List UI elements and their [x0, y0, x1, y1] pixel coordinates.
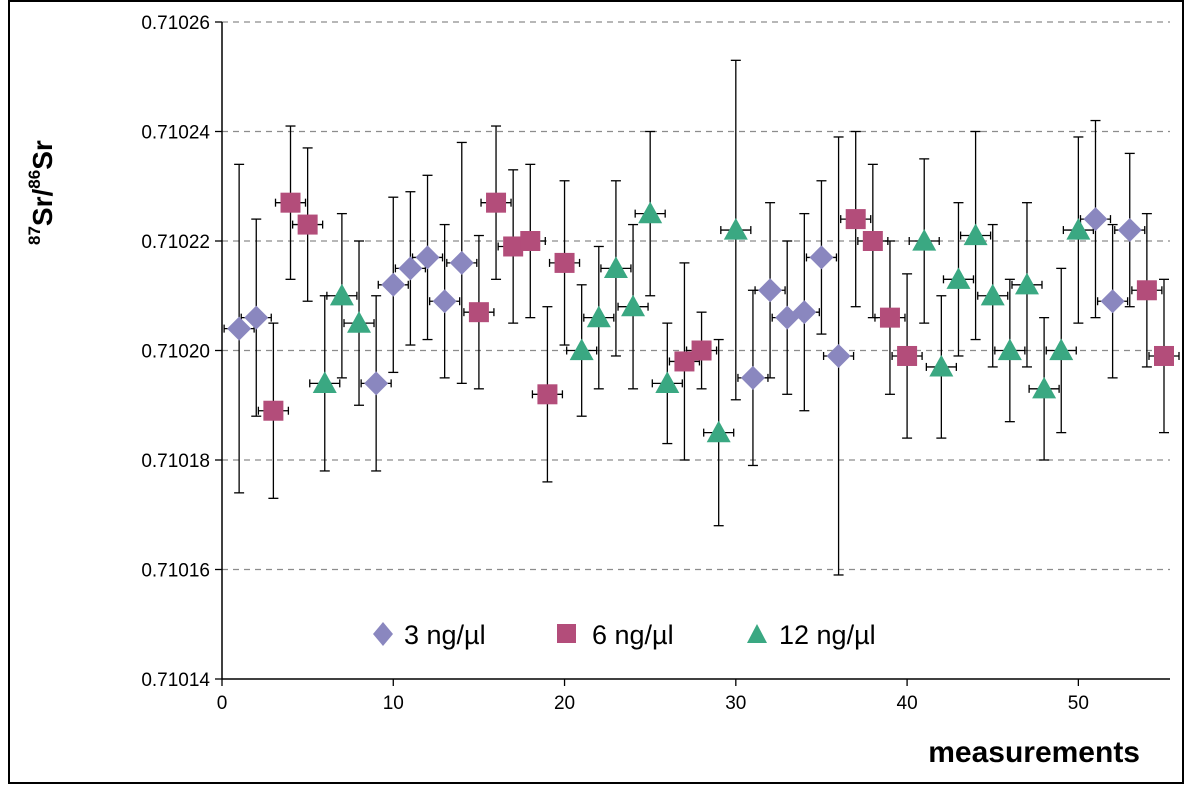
- x-tick-label: 20: [554, 693, 575, 714]
- data-point-diamond: [809, 245, 834, 270]
- y-tick-label: 0.71020: [141, 342, 210, 363]
- legend-marker-diamond: [373, 622, 393, 646]
- data-point-triangle: [312, 371, 337, 393]
- y-axis-title-sup2: 86: [25, 170, 44, 189]
- data-point-diamond: [1083, 207, 1108, 232]
- data-point-triangle: [929, 354, 954, 377]
- data-point-triangle: [946, 267, 971, 289]
- data-point-diamond: [398, 256, 423, 281]
- legend-marker-square: [557, 624, 576, 643]
- data-point-triangle: [1014, 272, 1039, 295]
- x-tick-label: 40: [897, 693, 918, 714]
- y-tick-labels: 0.71014 0.71016 0.71018 0.71020 0.71022 0.710…: [141, 13, 210, 691]
- data-point-square: [879, 307, 900, 328]
- data-point-triangle: [1066, 218, 1091, 240]
- data-point-square: [297, 214, 318, 235]
- data-point-triangle: [997, 338, 1022, 361]
- data-point-square: [1154, 345, 1174, 366]
- data-point-diamond: [740, 365, 765, 390]
- data-point-triangle: [621, 294, 646, 317]
- data-point-triangle: [706, 420, 731, 443]
- legend: 3 ng/µl 6 ng/µl 12 ng/µl: [373, 620, 876, 650]
- data-point-triangle: [347, 311, 372, 333]
- x-tick-label: 50: [1068, 693, 1089, 714]
- data-point-square: [503, 236, 524, 257]
- data-point-triangle: [329, 283, 354, 306]
- data-point-square: [862, 231, 883, 251]
- data-point-triangle: [912, 229, 937, 251]
- data-point-diamond: [364, 371, 389, 396]
- data-point-square: [1136, 280, 1157, 301]
- data-point-diamond: [792, 300, 817, 325]
- data-point-triangle: [963, 223, 988, 246]
- data-point-square: [691, 340, 712, 361]
- axes: [221, 22, 1170, 680]
- data-point-square: [520, 231, 541, 251]
- y-tick-label: 0.71024: [141, 123, 210, 144]
- data-point-diamond: [227, 316, 252, 341]
- data-point-square: [897, 345, 918, 366]
- legend-label-12ng: 12 ng/µl: [779, 620, 876, 650]
- chart-frame: [8, 0, 1184, 784]
- y-tick-label: 0.71014: [141, 670, 210, 691]
- y-tick-label: 0.71026: [141, 13, 210, 34]
- x-tick-label: 10: [383, 693, 404, 714]
- data-markers: [227, 192, 1174, 443]
- error-bars: [223, 59, 1180, 576]
- data-point-diamond: [758, 278, 783, 303]
- x-tick-labels: 0 10 20 30 40 50: [217, 693, 1089, 714]
- y-tick-label: 0.71018: [141, 451, 210, 472]
- data-point-square: [263, 400, 284, 421]
- data-point-triangle: [655, 371, 680, 393]
- data-point-triangle: [980, 283, 1005, 306]
- y-axis-title-base1: Sr/: [27, 189, 58, 227]
- data-point-square: [674, 351, 695, 372]
- data-point-diamond: [415, 245, 440, 270]
- data-point-square: [280, 192, 301, 213]
- data-point-diamond: [244, 305, 269, 330]
- data-point-triangle: [1049, 338, 1074, 361]
- data-point-triangle: [723, 218, 748, 240]
- legend-label-6ng: 6 ng/µl: [592, 620, 674, 650]
- data-point-triangle: [603, 256, 628, 278]
- y-tick-label: 0.71016: [141, 561, 210, 582]
- y-axis-title-base2: Sr: [27, 140, 58, 170]
- data-point-triangle: [638, 201, 663, 224]
- x-axis-title: measurements: [928, 736, 1140, 769]
- data-point-triangle: [1032, 376, 1057, 399]
- data-point-square: [537, 384, 558, 405]
- data-point-square: [554, 252, 575, 273]
- y-tick-label: 0.71022: [141, 232, 210, 253]
- data-point-diamond: [1117, 218, 1142, 243]
- y-axis-title: 87Sr/86Sr: [25, 140, 58, 245]
- data-point-square: [486, 192, 507, 213]
- data-point-triangle: [586, 305, 611, 328]
- data-point-triangle: [569, 338, 594, 361]
- legend-marker-triangle: [747, 624, 767, 643]
- data-point-diamond: [432, 289, 457, 314]
- data-point-diamond: [826, 343, 851, 368]
- x-tick-label: 30: [725, 693, 746, 714]
- data-point-diamond: [381, 272, 406, 297]
- data-point-square: [468, 302, 489, 323]
- data-point-diamond: [1100, 289, 1125, 314]
- data-point-square: [845, 209, 866, 230]
- data-point-diamond: [449, 250, 474, 275]
- y-axis-title-sup1: 87: [25, 226, 44, 245]
- x-tick-label: 0: [217, 693, 228, 714]
- legend-label-3ng: 3 ng/µl: [404, 620, 486, 650]
